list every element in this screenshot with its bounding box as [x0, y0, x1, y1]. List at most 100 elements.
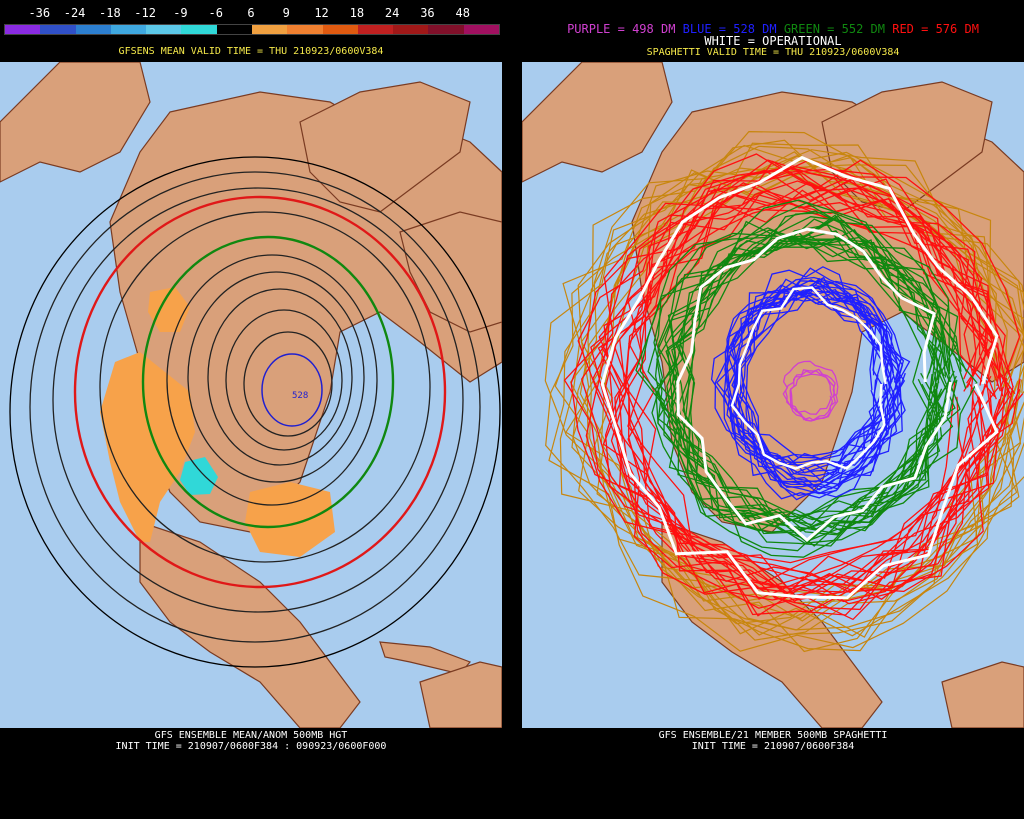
spaghetti-528-contour: [731, 284, 906, 477]
scale-swatch: [146, 25, 182, 34]
contour-inner-5: [225, 309, 343, 451]
spaghetti-576-contour: [618, 205, 1011, 600]
anomaly-color-scale: [4, 24, 500, 35]
center-height-label: 528: [292, 391, 308, 401]
contour-528-blue: [261, 353, 323, 427]
south-america-land-right: [941, 661, 1024, 728]
spaghetti-576-contour: [570, 182, 1001, 564]
land-masses: [0, 62, 502, 728]
spaghetti-576-contour: [590, 202, 996, 594]
spaghetti-498-contour: [789, 370, 834, 422]
spaghetti-552-contour: [675, 218, 957, 547]
right-footer-title: GFS ENSEMBLE/21 MEMBER 500MB SPAGHETTI: [658, 730, 888, 741]
scale-swatch: [40, 25, 76, 34]
mean-map-svg: 528: [0, 62, 502, 728]
scale-swatch: [287, 25, 323, 34]
asia-land-right: [522, 62, 673, 183]
scale-swatch: [181, 25, 217, 34]
negative-anomaly: [180, 457, 218, 495]
legend-green: GREEN = 552 DM: [783, 22, 885, 36]
contour-outer-2: [29, 171, 481, 643]
contour-552-green: [141, 235, 395, 529]
scale-swatch: [5, 25, 41, 34]
scale-label: 48: [455, 6, 470, 20]
caribbean-land: [379, 641, 472, 675]
right-valid-time-header: SPAGHETTI VALID TIME = THU 210923/0600V3…: [646, 47, 900, 58]
positive-anomaly-west: [100, 352, 195, 542]
spaghetti-498-contour: [782, 360, 839, 415]
spaghetti-576-contour: [563, 167, 1013, 595]
spaghetti-map: [522, 62, 1024, 728]
ensemble-mean-panel: -36 -24 -18 -12 -9 -6 6 9 12 18 24 36 48 GFSENS MEAN…: [0, 0, 502, 819]
contour-inner-4: [207, 288, 353, 466]
left-valid-time-header: GFSENS MEAN VALID TIME = THU 210923/0600…: [118, 46, 384, 57]
spaghetti-498-contour: [789, 368, 839, 422]
contour-576-red: [73, 195, 447, 589]
scale-label: 6: [247, 6, 255, 20]
scale-label: 24: [384, 6, 400, 20]
spaghetti-outer-contour: [554, 139, 1024, 635]
scale-swatch: [322, 25, 358, 34]
anomaly-shading: [100, 287, 335, 557]
spaghetti-576-contour: [598, 159, 1021, 613]
contour-outer-3: [52, 187, 464, 613]
spaghetti-528-contour: [723, 286, 891, 474]
contour-inner-2: [166, 254, 378, 506]
spaghetti-552-contour: [670, 216, 962, 526]
scale-label: -24: [63, 6, 86, 20]
left-footer-title: GFS ENSEMBLE MEAN/ANOM 500MB HGT: [154, 730, 348, 741]
right-footer-init-time: INIT TIME = 210907/0600F384: [691, 741, 855, 752]
positive-anomaly-east: [245, 482, 335, 557]
scale-label: -6: [208, 6, 223, 20]
spaghetti-576-contour: [577, 167, 1021, 602]
contour-inner-1: [99, 211, 431, 563]
scale-label: -9: [173, 6, 188, 20]
asia-land: [0, 62, 151, 183]
operational-552-contour: [676, 227, 953, 542]
spaghetti-outer-contour: [544, 144, 1019, 637]
scale-label: 12: [314, 6, 329, 20]
contour-inner-3: [187, 271, 365, 483]
spaghetti-legend: PURPLE = 498 DM BLUE = 528 DM GREEN = 55…: [522, 22, 1024, 36]
spaghetti-map-svg: [522, 62, 1024, 728]
operational-528-contour: [730, 286, 887, 470]
scale-swatch: [393, 25, 429, 34]
contour-inner-6: [243, 331, 333, 437]
scale-label: 18: [349, 6, 365, 20]
anomaly-scale-labels: -36 -24 -18 -12 -9 -6 6 9 12 18 24 36 48: [4, 6, 498, 20]
south-america-land: [419, 661, 502, 728]
legend-blue: BLUE = 528 DM: [682, 22, 777, 36]
spaghetti-552-contour: [656, 230, 954, 552]
spaghetti-528-contour: [726, 290, 881, 490]
ensemble-mean-map: 528: [0, 62, 502, 728]
scale-swatch: [216, 25, 252, 34]
contour-outer-1: [9, 156, 501, 668]
legend-red: RED = 576 DM: [892, 22, 979, 36]
spaghetti-528-contour: [715, 288, 911, 476]
spaghetti-552-contour: [667, 224, 932, 518]
legend-purple: PURPLE = 498 DM: [567, 22, 676, 36]
spaghetti-528-contour: [738, 276, 895, 476]
central-america-land: [139, 521, 361, 728]
spaghetti-576-contour: [610, 175, 1024, 621]
spaghetti-576-contour: [592, 181, 1021, 586]
legend-white: WHITE = OPERATIONAL: [704, 34, 842, 48]
operational-576-contour: [600, 155, 999, 600]
scale-label: -36: [28, 6, 51, 20]
spaghetti-contours: [544, 130, 1024, 653]
scale-swatch: [463, 25, 499, 34]
height-contours: [9, 156, 501, 668]
scale-label: 36: [420, 6, 435, 20]
scale-label: -18: [99, 6, 121, 20]
scale-label: 9: [282, 6, 290, 20]
panel-divider: [502, 0, 522, 819]
spaghetti-528-contour: [735, 287, 891, 501]
scale-swatch: [75, 25, 111, 34]
spaghetti-576-contour: [627, 187, 1002, 601]
spaghetti-576-contour: [614, 178, 1010, 593]
spaghetti-panel: PURPLE = 498 DM BLUE = 528 DM GREEN = 55…: [522, 0, 1024, 819]
spaghetti-552-contour: [671, 231, 947, 535]
left-footer-init-time: INIT TIME = 210907/0600F384 : 090923/060…: [115, 741, 387, 752]
scale-swatch: [110, 25, 147, 34]
scale-swatch: [357, 25, 394, 34]
